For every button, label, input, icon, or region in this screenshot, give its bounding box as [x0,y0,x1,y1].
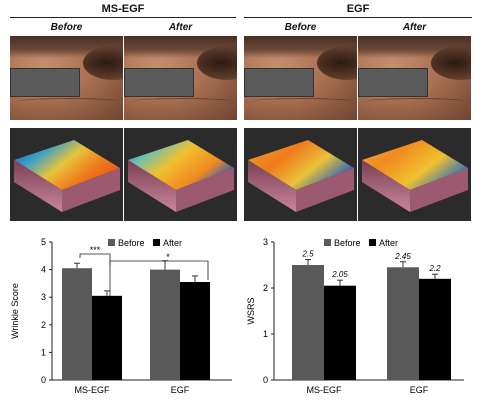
photo-ms-egf-after [124,36,237,120]
eye-mask [124,68,194,97]
scan-ms-egf-after [124,128,237,221]
bracket-egf [109,260,209,280]
legend-label-before: Before [334,238,361,248]
y-tick-label: 0 [41,375,46,385]
y-axis-label: WSRS [246,298,256,325]
photo-ms-egf-before [10,36,123,120]
wrinkle-score-chart: Wrinkle Score 0 1 2 3 4 5 MS-EGF EGF Before Af… [10,237,232,395]
scan-egf-before [244,128,357,221]
legend-label-after: After [163,238,182,248]
bar-after-ms-egf [324,285,356,380]
scan-egf-after [358,128,471,221]
label-after-egf: After [402,22,427,33]
eye-mask [244,68,314,97]
group-underline-ms-egf [10,17,236,18]
y-tick-label: 3 [41,292,46,302]
legend-label-before: Before [118,238,145,248]
significance-label-egf: * [166,252,170,262]
x-tick-label: EGF [171,385,190,395]
data-label: 2.05 [331,270,348,279]
y-tick-label: 1 [41,347,46,357]
wsrs-chart: WSRS 0 1 2 3 2.5 2.05 2.45 2.2 MS-EGF EGF Befor… [246,237,464,395]
photo-egf-before [244,36,357,120]
legend-swatch-after [153,239,160,246]
significance-label-ms-egf: *** [90,245,101,255]
data-label: 2.5 [301,249,314,258]
legend-swatch-before [108,239,115,246]
y-tick-label: 1 [263,329,268,339]
legend-swatch-before [324,239,331,246]
y-tick-label: 3 [263,237,268,247]
bar-after-egf [419,278,451,380]
photo-egf-after [358,36,471,120]
bar-before-ms-egf [62,268,92,380]
label-after-ms-egf: After [168,22,193,33]
eye-mask [10,68,80,97]
legend: Before After [108,238,182,248]
data-label: 2.2 [428,264,441,273]
bar-after-egf [180,282,210,380]
bar-after-ms-egf [92,295,122,380]
legend-swatch-after [369,239,376,246]
y-axis-label: Wrinkle Score [10,283,20,339]
bar-before-egf [150,269,180,380]
legend: Before After [324,238,398,248]
bar-before-egf [387,267,419,380]
y-tick-label: 2 [41,320,46,330]
legend-label-after: After [379,238,398,248]
label-before-ms-egf: Before [50,22,83,33]
eye-mask [358,68,428,97]
bar-before-ms-egf [292,265,324,380]
x-tick-label: MS-EGF [75,385,111,395]
significance-brackets: *** * [79,245,209,296]
bracket-ms-egf [79,253,111,296]
x-tick-label: MS-EGF [307,385,343,395]
y-tick-label: 5 [41,237,46,247]
y-tick-label: 0 [263,375,268,385]
scan-ms-egf-before [10,128,123,221]
label-before-egf: Before [284,22,317,33]
y-tick-label: 4 [41,265,46,275]
data-label: 2.45 [394,252,411,261]
group-title-egf: EGF [346,3,370,15]
y-tick-label: 2 [263,283,268,293]
group-underline-egf [244,17,472,18]
x-tick-label: EGF [410,385,429,395]
group-title-ms-egf: MS-EGF [101,3,145,15]
